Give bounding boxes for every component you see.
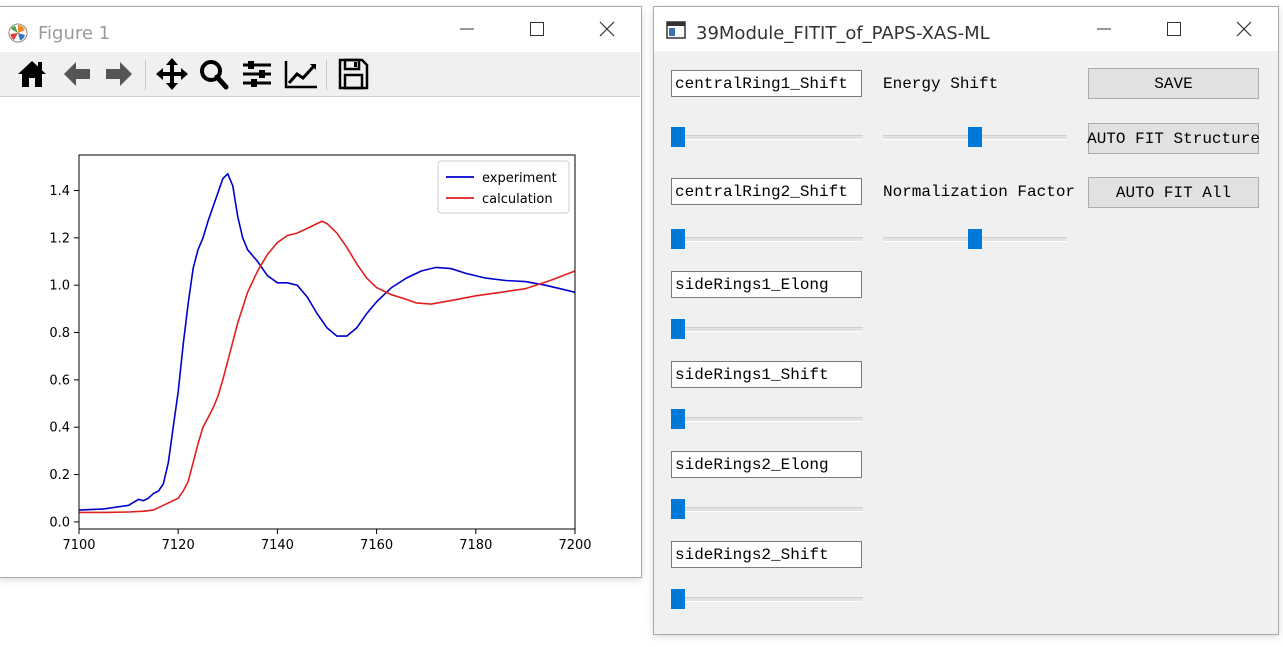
side-rings1-elong-slider[interactable] — [671, 319, 863, 339]
module-window-title: 39Module_FITIT_of_PAPS-XAS-ML — [696, 23, 990, 44]
x-tick-label: 7180 — [459, 538, 492, 553]
central-ring1-shift-slider[interactable] — [671, 127, 863, 147]
side-rings1-shift-slider[interactable] — [671, 409, 863, 429]
navigation-toolbar — [0, 52, 640, 97]
maximize-button[interactable] — [1138, 7, 1208, 51]
series-line-calculation — [79, 220, 576, 514]
slider-handle[interactable] — [671, 127, 685, 147]
x-tick-label: 7160 — [360, 538, 393, 553]
close-button[interactable] — [1208, 7, 1278, 51]
side-rings2-shift-slider[interactable] — [671, 589, 863, 609]
y-tick-label: 0.6 — [49, 373, 70, 388]
y-tick-label: 0.8 — [49, 326, 70, 341]
home-button[interactable] — [14, 57, 50, 91]
forward-icon — [106, 62, 132, 86]
minimize-button[interactable] — [1068, 7, 1138, 51]
side-rings2-elong-field[interactable]: sideRings2_Elong — [671, 451, 862, 478]
maximize-button[interactable] — [501, 7, 571, 51]
central-ring2-shift-slider[interactable] — [671, 229, 863, 249]
slider-handle[interactable] — [968, 229, 982, 249]
xas-spectrum-chart[interactable]: 7100 7120 7140 7160 7180 7200 0.0 0.2 0.4 0.6 0.8 1… — [0, 97, 639, 576]
forward-button[interactable] — [101, 57, 137, 91]
edit-lines-button[interactable] — [283, 57, 319, 91]
x-tick-label: 7200 — [558, 538, 591, 553]
y-tick-label: 1.2 — [49, 231, 70, 246]
zoom-button[interactable] — [196, 57, 232, 91]
energy-shift-slider[interactable] — [883, 127, 1067, 147]
save-button[interactable]: SAVE — [1088, 68, 1259, 99]
side-rings2-elong-slider[interactable] — [671, 499, 863, 519]
slider-handle[interactable] — [671, 589, 685, 609]
auto-fit-all-button[interactable]: AUTO FIT All — [1088, 177, 1259, 208]
slider-handle[interactable] — [671, 499, 685, 519]
subplots-button[interactable] — [239, 57, 275, 91]
side-rings2-shift-field[interactable]: sideRings2_Shift — [671, 541, 862, 568]
legend-label-calculation: calculation — [482, 192, 553, 207]
energy-shift-label: Energy Shift — [883, 75, 999, 93]
minimize-icon — [1097, 28, 1111, 30]
figure-window-title: Figure 1 — [38, 23, 111, 44]
series-line-experiment — [78, 172, 576, 511]
slider-handle[interactable] — [671, 229, 685, 249]
legend-label-experiment: experiment — [482, 171, 557, 186]
normalization-factor-slider[interactable] — [883, 229, 1067, 249]
side-rings1-shift-field[interactable]: sideRings1_Shift — [671, 361, 862, 388]
normalization-factor-label: Normalization Factor — [883, 183, 1076, 201]
app-window-icon — [666, 21, 686, 39]
side-rings1-elong-field[interactable]: sideRings1_Elong — [671, 271, 862, 298]
slider-handle[interactable] — [671, 409, 685, 429]
legend-box — [437, 160, 570, 214]
pan-icon — [156, 58, 188, 90]
y-tick-label: 1.4 — [49, 184, 70, 199]
module-titlebar[interactable]: 39Module_FITIT_of_PAPS-XAS-ML — [654, 7, 1278, 51]
central-ring1-shift-field[interactable]: centralRing1_Shift — [671, 70, 862, 97]
y-tick-label: 1.0 — [49, 279, 70, 294]
x-tick-label: 7140 — [261, 538, 294, 553]
module-window: 39Module_FITIT_of_PAPS-XAS-ML centralRin… — [654, 7, 1278, 634]
close-icon — [599, 21, 615, 37]
back-icon — [64, 62, 90, 86]
back-button[interactable] — [59, 57, 95, 91]
y-tick-label: 0.2 — [49, 468, 70, 483]
zoom-icon — [200, 60, 229, 90]
home-icon — [18, 61, 46, 87]
subplots-icon — [243, 61, 271, 87]
matplotlib-logo-icon — [8, 23, 28, 43]
save-icon — [338, 58, 369, 90]
plot-frame — [78, 154, 576, 530]
maximize-icon — [530, 22, 544, 36]
figure-canvas[interactable]: 7100 7120 7140 7160 7180 7200 0.0 0.2 0.4 0.6 0.8 1… — [0, 97, 639, 576]
edit-lines-icon — [284, 61, 317, 89]
pan-button[interactable] — [154, 57, 190, 91]
close-icon — [1236, 21, 1252, 37]
y-tick-label: 0.4 — [49, 421, 70, 436]
figure-window: Figure 1 — [0, 7, 641, 577]
maximize-icon — [1167, 22, 1181, 36]
minimize-button[interactable] — [431, 7, 501, 51]
central-ring2-shift-field[interactable]: centralRing2_Shift — [671, 178, 862, 205]
x-tick-label: 7120 — [162, 538, 195, 553]
save-figure-button[interactable] — [335, 57, 371, 91]
auto-fit-structure-button[interactable]: AUTO FIT Structure — [1087, 123, 1260, 154]
y-tick-label: 0.0 — [49, 515, 70, 530]
close-button[interactable] — [571, 7, 641, 51]
minimize-icon — [460, 28, 474, 30]
slider-handle[interactable] — [968, 127, 982, 147]
slider-handle[interactable] — [671, 319, 685, 339]
figure-titlebar[interactable]: Figure 1 — [0, 7, 641, 51]
x-tick-label: 7100 — [62, 538, 95, 553]
